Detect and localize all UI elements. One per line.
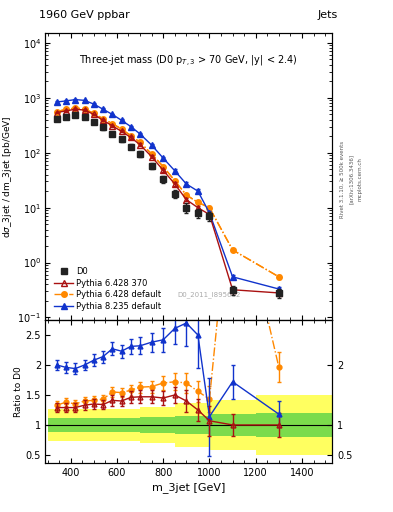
- Text: Three-jet mass (D0 p$_{T,3}$ > 70 GeV, |y| < 2.4): Three-jet mass (D0 p$_{T,3}$ > 70 GeV, |…: [79, 53, 298, 68]
- Text: D0_2011_I895662: D0_2011_I895662: [177, 291, 241, 297]
- Legend: D0, Pythia 6.428 370, Pythia 6.428 default, Pythia 8.235 default: D0, Pythia 6.428 370, Pythia 6.428 defau…: [52, 265, 163, 313]
- Text: [arXiv:1306.3436]: [arXiv:1306.3436]: [349, 154, 354, 204]
- Text: 1960 GeV ppbar: 1960 GeV ppbar: [39, 10, 130, 20]
- Y-axis label: d$\sigma$_3jet / dm_3jet [pb/GeV]: d$\sigma$_3jet / dm_3jet [pb/GeV]: [2, 115, 15, 238]
- Polygon shape: [48, 412, 337, 438]
- Polygon shape: [48, 390, 337, 460]
- X-axis label: m_3jet [GeV]: m_3jet [GeV]: [152, 482, 225, 493]
- Text: Rivet 3.1.10, ≥ 500k events: Rivet 3.1.10, ≥ 500k events: [340, 141, 345, 218]
- Text: mcplots.cern.ch: mcplots.cern.ch: [358, 157, 363, 201]
- Y-axis label: Ratio to D0: Ratio to D0: [14, 366, 23, 417]
- Text: Jets: Jets: [318, 10, 338, 20]
